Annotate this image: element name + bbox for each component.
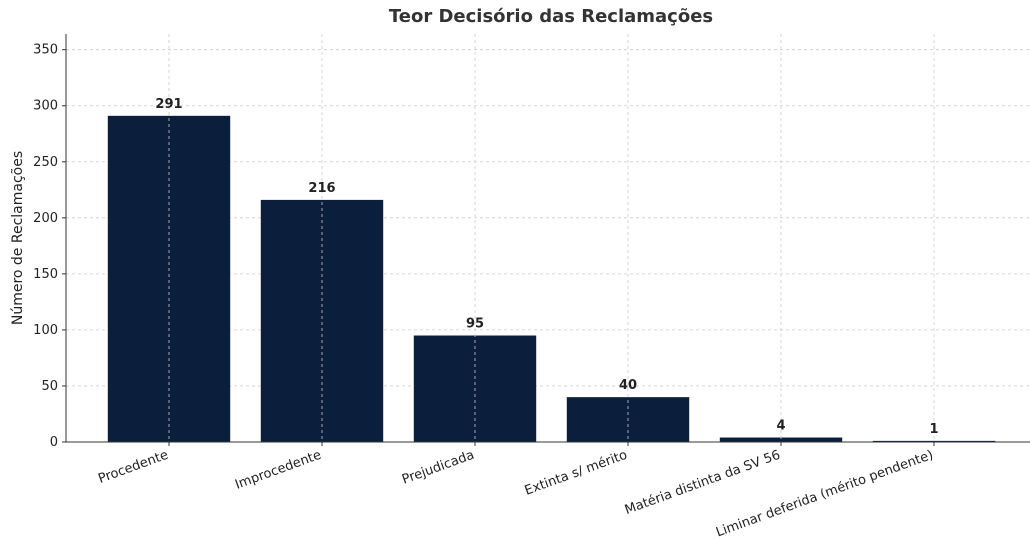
chart-title: Teor Decisório das Reclamações <box>389 6 713 27</box>
x-tick-label: Prejudicada <box>400 448 476 488</box>
y-tick-label: 300 <box>33 99 58 114</box>
y-tick-label: 150 <box>33 267 58 282</box>
value-label: 1 <box>929 422 938 437</box>
bar <box>719 437 843 442</box>
value-label: 291 <box>155 97 182 112</box>
x-tick-label: Extinta s/ mérito <box>523 448 630 499</box>
bar <box>872 440 996 442</box>
value-label: 95 <box>466 317 484 332</box>
y-tick-label: 50 <box>41 379 58 394</box>
value-label: 216 <box>308 181 335 196</box>
y-axis-label: Número de Reclamações <box>10 151 26 325</box>
x-tick-label: Procedente <box>96 448 170 487</box>
x-tick-label: Improcedente <box>233 448 323 493</box>
bar <box>260 199 384 442</box>
value-label: 40 <box>619 378 637 393</box>
y-tick-label: 200 <box>33 211 58 226</box>
bar <box>107 115 231 443</box>
x-tick-label: Matéria distinta da SV 56 <box>623 448 783 518</box>
y-tick-label: 0 <box>50 435 58 450</box>
y-tick-label: 350 <box>33 43 58 58</box>
y-tick-label: 250 <box>33 155 58 170</box>
value-label: 4 <box>776 419 785 434</box>
y-tick-label: 100 <box>33 323 58 338</box>
